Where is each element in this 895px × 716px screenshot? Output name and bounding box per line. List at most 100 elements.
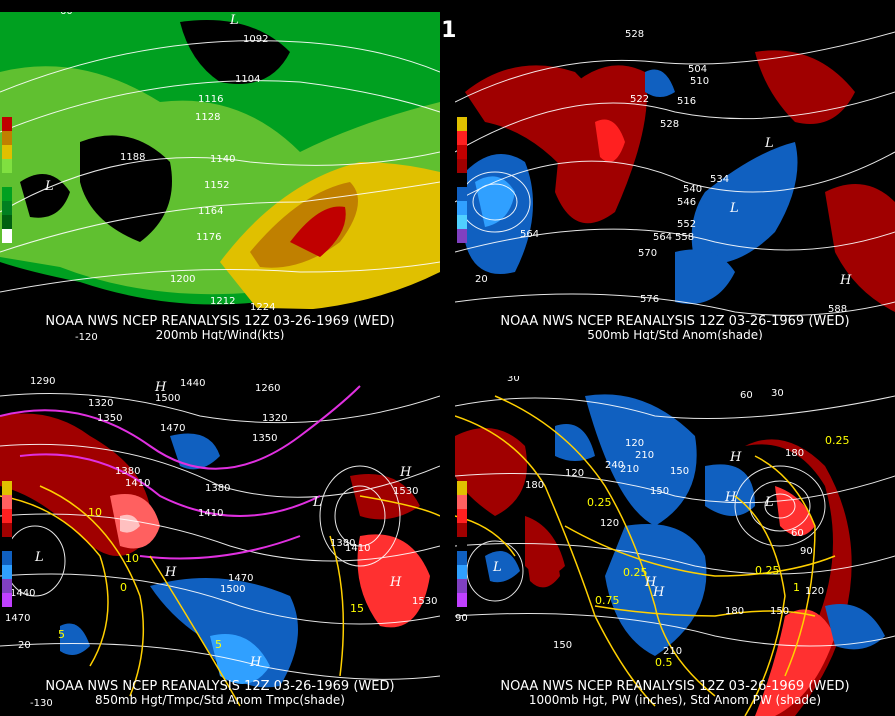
svg-text:1350: 1350 (252, 433, 277, 444)
svg-text:60: 60 (740, 390, 753, 401)
map-panel-1000mb: 30 30 60 120 210 240 210 120 180 150 150… (455, 376, 895, 716)
svg-text:1212: 1212 (210, 296, 235, 307)
svg-text:H: H (839, 273, 852, 288)
svg-text:0.25: 0.25 (623, 566, 648, 579)
svg-text:180: 180 (785, 448, 804, 459)
svg-text:0.25: 0.25 (587, 496, 612, 509)
svg-text:1152: 1152 (204, 180, 229, 191)
svg-text:180: 180 (525, 480, 544, 491)
svg-text:0.25: 0.25 (755, 564, 780, 577)
svg-text:L: L (492, 560, 502, 575)
svg-text:1320: 1320 (262, 413, 287, 424)
map-1000mb: 30 30 60 120 210 240 210 120 180 150 150… (455, 376, 895, 716)
svg-text:0.75: 0.75 (595, 594, 620, 607)
svg-text:1320: 1320 (88, 398, 113, 409)
caption-line1: NOAA NWS NCEP REANALYSIS 12Z 03-26-1969 … (45, 314, 395, 329)
svg-text:1128: 1128 (195, 112, 220, 123)
svg-text:540: 540 (683, 184, 702, 195)
svg-text:570: 570 (638, 248, 657, 259)
svg-text:534: 534 (710, 174, 729, 185)
svg-text:30: 30 (771, 388, 784, 399)
svg-text:210: 210 (635, 450, 654, 461)
svg-text:210: 210 (620, 464, 639, 475)
svg-text:564: 564 (520, 229, 539, 240)
svg-text:528: 528 (625, 29, 644, 40)
svg-text:-120: -120 (75, 332, 98, 340)
map-850mb: 1290 1320 1350 1380 1410 1470 1440 1500 … (0, 376, 440, 716)
svg-text:1176: 1176 (196, 232, 221, 243)
svg-text:504: 504 (688, 64, 707, 75)
svg-text:H: H (154, 380, 167, 395)
svg-text:210: 210 (663, 646, 682, 657)
svg-text:510: 510 (690, 76, 709, 87)
svg-text:1410: 1410 (198, 508, 223, 519)
svg-text:L: L (34, 550, 44, 565)
svg-text:-130: -130 (30, 698, 53, 709)
svg-text:1224: 1224 (250, 302, 275, 313)
map-panel-500mb: 528 504 510 516 522 528 534 540 546 552 … (455, 12, 895, 340)
map-200mb: 1092 1104 1116 1128 1140 1152 1164 1176 … (0, 12, 440, 340)
svg-text:1440: 1440 (180, 378, 205, 389)
svg-text:0.5: 0.5 (655, 656, 673, 669)
svg-text:1470: 1470 (228, 573, 253, 584)
svg-text:522: 522 (630, 94, 649, 105)
svg-text:516: 516 (677, 96, 696, 107)
svg-text:H: H (652, 585, 665, 600)
svg-text:L: L (312, 495, 322, 510)
colorbar-500mb (457, 117, 467, 243)
svg-text:120: 120 (600, 518, 619, 529)
svg-text:15: 15 (350, 602, 364, 615)
svg-text:546: 546 (677, 197, 696, 208)
caption-line2: 200mb Hgt/Wind(kts) (155, 328, 285, 340)
svg-text:1290: 1290 (30, 376, 55, 387)
svg-text:1500: 1500 (220, 584, 245, 595)
svg-text:60: 60 (60, 12, 73, 17)
svg-text:1260: 1260 (255, 383, 280, 394)
svg-text:1380: 1380 (115, 466, 140, 477)
svg-text:1500: 1500 (155, 393, 180, 404)
svg-text:1530: 1530 (393, 486, 418, 497)
svg-text:L: L (44, 179, 54, 194)
svg-text:1: 1 (793, 581, 800, 594)
svg-text:L: L (229, 13, 239, 28)
colorbar-200mb (2, 117, 12, 243)
svg-text:90: 90 (800, 546, 813, 557)
svg-text:1410: 1410 (125, 478, 150, 489)
svg-text:1104: 1104 (235, 74, 260, 85)
svg-text:20: 20 (18, 640, 31, 651)
svg-text:240: 240 (605, 460, 624, 471)
svg-text:0: 0 (120, 581, 127, 594)
svg-text:H: H (724, 490, 737, 505)
svg-text:150: 150 (770, 606, 789, 617)
svg-text:1140: 1140 (210, 154, 235, 165)
svg-text:H: H (399, 465, 412, 480)
svg-text:H: H (389, 575, 402, 590)
svg-text:10: 10 (125, 552, 139, 565)
svg-text:5: 5 (58, 628, 65, 641)
svg-text:1380: 1380 (205, 483, 230, 494)
svg-text:L: L (764, 136, 774, 151)
caption-line2: 500mb Hgt/Std Anom(shade) (587, 328, 763, 340)
svg-text:1116: 1116 (198, 94, 223, 105)
caption-line2: 1000mb Hgt, PW (inches), Std Anom PW (sh… (528, 693, 822, 707)
svg-text:10: 10 (88, 506, 102, 519)
map-500mb: 528 504 510 516 522 528 534 540 546 552 … (455, 12, 895, 340)
svg-text:576: 576 (640, 294, 659, 305)
svg-text:1188: 1188 (120, 152, 145, 163)
svg-text:20: 20 (475, 274, 488, 285)
svg-text:564: 564 (653, 232, 672, 243)
svg-text:1530: 1530 (412, 596, 437, 607)
svg-text:1410: 1410 (345, 543, 370, 554)
svg-text:120: 120 (625, 438, 644, 449)
svg-text:120: 120 (805, 586, 824, 597)
svg-text:180: 180 (725, 606, 744, 617)
svg-text:1164: 1164 (198, 206, 223, 217)
svg-text:120: 120 (565, 468, 584, 479)
svg-text:90: 90 (455, 613, 468, 624)
svg-text:588: 588 (828, 304, 847, 315)
svg-text:L: L (764, 495, 774, 510)
svg-text:H: H (164, 565, 177, 580)
caption-line1: NOAA NWS NCEP REANALYSIS 12Z 03-26-1969 … (500, 314, 850, 329)
svg-text:1350: 1350 (97, 413, 122, 424)
svg-text:1380: 1380 (330, 538, 355, 549)
